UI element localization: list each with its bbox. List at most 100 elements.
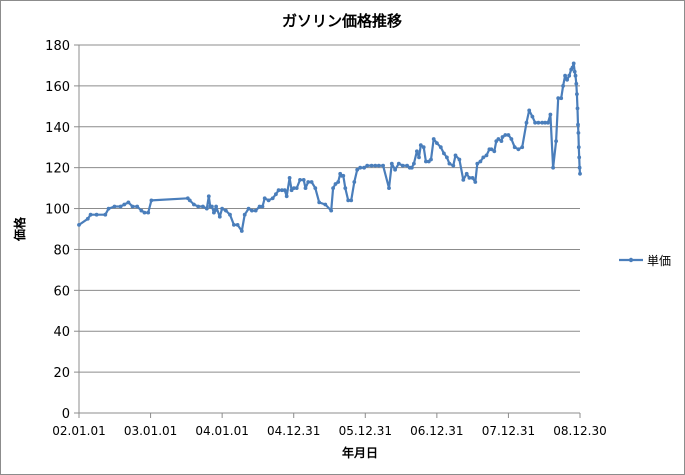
- series-layer: [77, 61, 582, 233]
- data-point: [512, 145, 517, 150]
- data-point: [298, 178, 302, 182]
- data-point: [333, 182, 338, 186]
- data-point: [282, 188, 287, 193]
- data-point: [451, 163, 456, 168]
- data-point: [415, 149, 419, 154]
- data-point: [520, 145, 525, 150]
- y-tick-label: 40: [53, 325, 70, 340]
- data-point: [500, 135, 505, 139]
- data-point: [559, 96, 564, 101]
- data-point: [103, 212, 108, 217]
- data-point: [250, 208, 254, 213]
- y-tick-label: 120: [45, 162, 70, 177]
- data-point: [122, 202, 127, 207]
- data-point: [214, 204, 219, 209]
- data-point: [577, 155, 582, 160]
- y-tick-label: 0: [62, 407, 70, 422]
- data-point: [412, 161, 416, 166]
- data-point: [235, 223, 240, 227]
- data-point: [470, 176, 475, 180]
- y-tick-label: 60: [53, 284, 70, 299]
- data-point: [343, 186, 348, 191]
- data-point: [358, 165, 363, 170]
- data-point: [135, 204, 140, 209]
- data-point: [543, 120, 547, 125]
- data-point: [373, 163, 378, 168]
- data-point: [106, 206, 111, 211]
- data-point: [257, 204, 262, 209]
- data-point: [431, 137, 436, 141]
- data-point: [292, 186, 296, 191]
- data-point: [187, 198, 192, 203]
- data-point: [149, 198, 154, 203]
- data-point: [442, 151, 446, 156]
- y-tick-label: 100: [45, 203, 70, 218]
- data-point: [509, 137, 514, 141]
- data-point: [88, 212, 93, 217]
- data-point: [274, 192, 278, 197]
- data-point: [556, 96, 561, 101]
- data-point: [352, 180, 357, 184]
- y-axis-ticks: 0 20 40 60 80 100 120 140 160 180: [45, 39, 79, 422]
- data-point: [536, 120, 541, 125]
- data-point: [421, 145, 426, 150]
- data-point: [577, 165, 582, 170]
- data-point: [139, 208, 144, 213]
- data-point: [210, 204, 214, 209]
- data-point: [563, 73, 567, 78]
- data-point: [266, 198, 271, 203]
- data-point: [554, 139, 558, 144]
- data-point: [303, 186, 308, 191]
- y-tick-label: 80: [53, 243, 70, 258]
- data-point: [206, 194, 211, 199]
- data-point: [146, 210, 151, 215]
- data-point: [481, 155, 486, 160]
- data-point: [242, 212, 247, 217]
- data-point: [489, 147, 494, 152]
- data-point: [548, 112, 553, 117]
- data-point: [484, 153, 489, 158]
- data-point: [294, 186, 299, 191]
- data-point: [576, 122, 580, 127]
- data-point: [276, 188, 281, 193]
- data-point: [239, 229, 244, 233]
- series-line: [78, 62, 582, 233]
- data-point: [376, 163, 381, 168]
- data-point: [201, 204, 205, 209]
- data-point: [561, 84, 565, 88]
- data-point: [362, 165, 366, 170]
- data-point: [527, 108, 532, 113]
- data-point: [565, 77, 569, 82]
- data-point: [445, 155, 449, 160]
- x-tick-label: 06.12.31: [410, 424, 463, 438]
- data-point: [130, 204, 135, 209]
- data-point: [112, 204, 117, 209]
- data-point: [576, 131, 581, 135]
- data-point: [228, 212, 232, 217]
- data-point: [409, 165, 414, 170]
- data-point: [540, 120, 545, 125]
- data-point: [524, 120, 529, 125]
- data-point: [571, 61, 576, 66]
- data-point: [306, 180, 311, 184]
- data-point: [317, 200, 322, 205]
- y-tick-label: 160: [45, 80, 70, 95]
- chart-title: ガソリン価格推移: [282, 12, 402, 30]
- data-point: [567, 73, 572, 78]
- data-point: [478, 159, 483, 164]
- x-tick-label: 08.12.30: [553, 424, 606, 438]
- data-point: [381, 163, 385, 168]
- data-point: [453, 153, 458, 158]
- x-axis-ticks: 02.01.01 03.01.01 04.01.01 04.12.31 05.12.31…: [52, 413, 607, 438]
- data-point: [546, 120, 550, 125]
- x-axis-title: 年月日: [342, 445, 378, 460]
- data-point: [77, 223, 81, 227]
- data-point: [284, 194, 289, 199]
- data-point: [467, 176, 472, 180]
- data-point: [369, 163, 374, 168]
- data-point: [389, 161, 394, 166]
- data-point: [213, 208, 217, 213]
- data-point: [301, 178, 306, 182]
- data-point: [530, 114, 535, 119]
